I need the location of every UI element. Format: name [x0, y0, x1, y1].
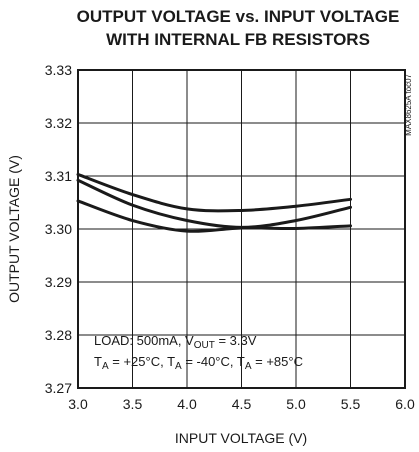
x-tick-label: 4.0 — [177, 396, 197, 412]
chart-title-line-1: OUTPUT VOLTAGE vs. INPUT VOLTAGE — [77, 7, 400, 26]
y-tick-label: 3.29 — [45, 274, 72, 290]
y-axis-label: OUTPUT VOLTAGE (V) — [6, 155, 22, 303]
y-tick-label: 3.28 — [45, 327, 72, 343]
series-line — [76, 172, 352, 213]
y-tick-label: 3.31 — [45, 168, 72, 184]
y-tick-label: 3.27 — [45, 380, 72, 396]
x-tick-label: 6.0 — [395, 396, 415, 412]
y-tick-label: 3.33 — [45, 62, 72, 78]
plot-frame — [77, 69, 406, 389]
y-tick-label: 3.30 — [45, 221, 72, 237]
chart-title-line-2: WITH INTERNAL FB RESISTORS — [106, 30, 370, 49]
x-tick-label: 3.5 — [123, 396, 143, 412]
x-tick-label: 5.5 — [341, 396, 361, 412]
annotation-line-2: TA = +25°C, TA = -40°C, TA = +85°C — [94, 354, 303, 372]
series-layer — [76, 172, 352, 233]
side-label: MAX8625A toc07 — [404, 73, 413, 135]
grid — [78, 70, 405, 388]
x-tick-label: 3.0 — [68, 396, 88, 412]
y-tick-label: 3.32 — [45, 115, 72, 131]
series-line — [76, 178, 352, 229]
y-tick-labels: 3.33 3.32 3.31 3.30 3.29 3.28 3.27 — [45, 62, 72, 396]
x-tick-label: 4.5 — [232, 396, 252, 412]
x-axis-label: INPUT VOLTAGE (V) — [175, 430, 307, 446]
series-line — [76, 199, 352, 233]
x-tick-label: 5.0 — [286, 396, 306, 412]
annotation-line-1: LOAD: 500mA, VOUT = 3.3V — [94, 333, 257, 351]
x-tick-labels: 3.0 3.5 4.0 4.5 5.0 5.5 6.0 — [68, 396, 415, 412]
